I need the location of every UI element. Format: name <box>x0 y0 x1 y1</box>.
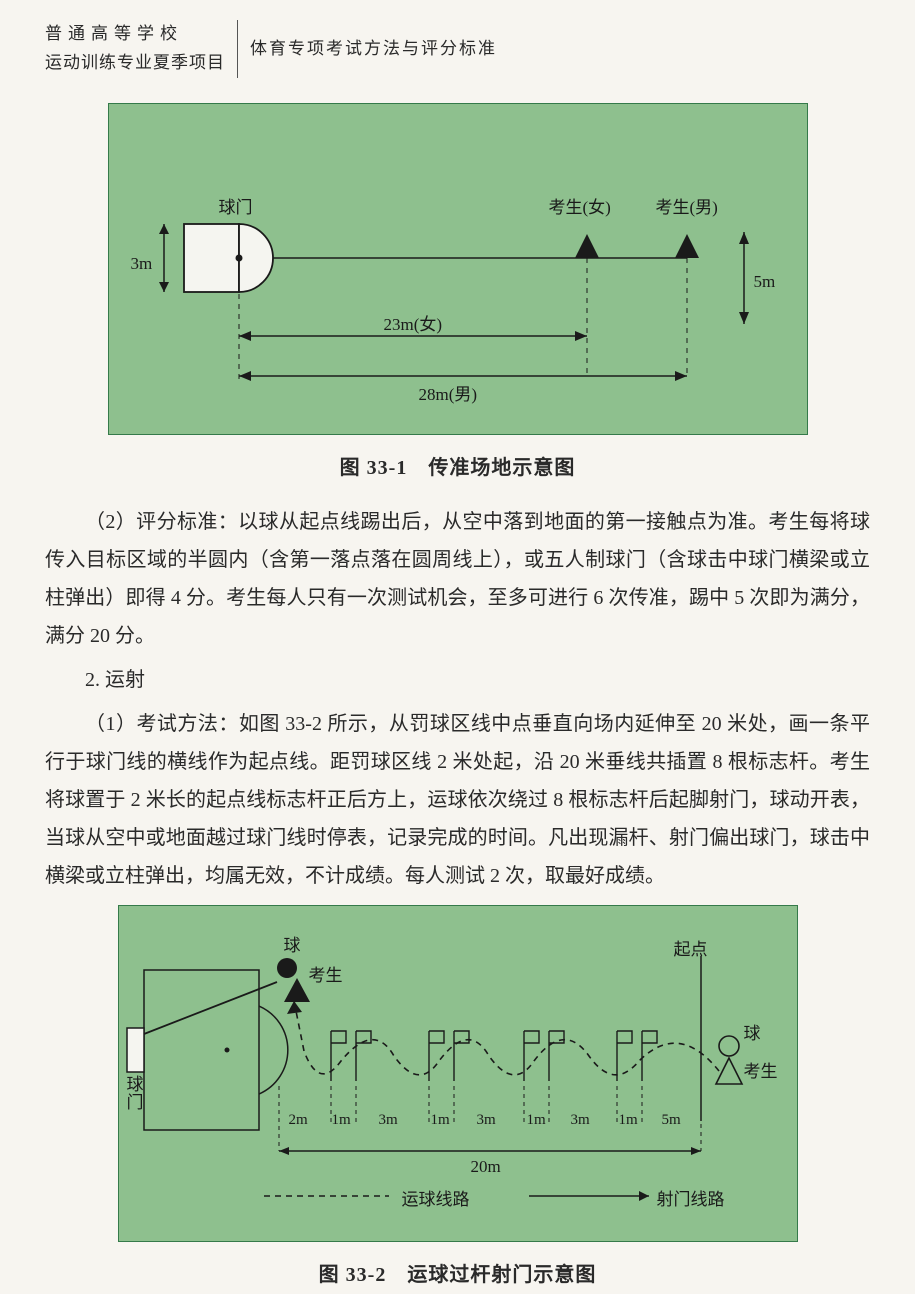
fig2-seg-6: 3m <box>571 1106 590 1135</box>
fig2-label-ball1: 球 <box>284 930 301 962</box>
figure-1-field: 球门 考生(女) 考生(男) 3m 5m 23m(女) 28m(男) <box>109 104 807 434</box>
fig2-seg-5: 1m <box>527 1106 546 1135</box>
fig2-seg-7: 1m <box>619 1106 638 1135</box>
fig2-seg-4: 3m <box>477 1106 496 1135</box>
header-left-line2: 运动训练专业夏季项目 <box>45 49 225 78</box>
fig2-seg-3: 1m <box>431 1106 450 1135</box>
header-left-line1: 普通高等学校 <box>45 20 225 49</box>
fig1-label-5m: 5m <box>754 266 776 298</box>
figure-2-field: 球 考生 起点 球 考生 球门 2m 1m 3m 1m 3m 1m 3m 1m … <box>119 906 797 1241</box>
fig2-label-player1: 考生 <box>309 960 343 992</box>
figure-1-caption: 图 33-1 传准场地示意图 <box>45 449 870 487</box>
figure-1-container: 球门 考生(女) 考生(男) 3m 5m 23m(女) 28m(男) <box>108 103 808 435</box>
figure-2-caption: 图 33-2 运球过杆射门示意图 <box>45 1256 870 1294</box>
fig2-total: 20m <box>471 1151 501 1183</box>
fig1-label-goal: 球门 <box>219 192 253 224</box>
fig1-label-23m: 23m(女) <box>384 309 443 341</box>
header-right: 体育专项考试方法与评分标准 <box>238 33 497 65</box>
fig2-label-goal: 球门 <box>127 1076 144 1113</box>
paragraph-method: （1）考试方法：如图 33-2 所示，从罚球区线中点垂直向场内延伸至 20 米处… <box>45 705 870 895</box>
section-2-title: 2. 运射 <box>45 661 870 699</box>
page-header: 普通高等学校 运动训练专业夏季项目 体育专项考试方法与评分标准 <box>45 20 870 78</box>
fig1-label-28m: 28m(男) <box>419 379 478 411</box>
header-left: 普通高等学校 运动训练专业夏季项目 <box>45 20 238 78</box>
fig1-label-female: 考生(女) <box>549 192 611 224</box>
figure-2-container: 球 考生 起点 球 考生 球门 2m 1m 3m 1m 3m 1m 3m 1m … <box>118 905 798 1242</box>
fig2-legend-dribble: 运球线路 <box>402 1184 470 1216</box>
fig2-label-ball2: 球 <box>744 1018 761 1050</box>
fig1-label-3m: 3m <box>131 248 153 280</box>
fig2-label-start: 起点 <box>674 934 708 966</box>
paragraph-scoring: （2）评分标准：以球从起点线踢出后，从空中落到地面的第一接触点为准。考生每将球传… <box>45 503 870 655</box>
fig2-seg-0: 2m <box>289 1106 308 1135</box>
fig1-label-male: 考生(男) <box>656 192 718 224</box>
fig2-label-player2: 考生 <box>744 1056 778 1088</box>
fig2-legend-shoot: 射门线路 <box>657 1184 725 1216</box>
fig2-seg-8: 5m <box>662 1106 681 1135</box>
fig2-seg-1: 1m <box>332 1106 351 1135</box>
fig2-seg-2: 3m <box>379 1106 398 1135</box>
